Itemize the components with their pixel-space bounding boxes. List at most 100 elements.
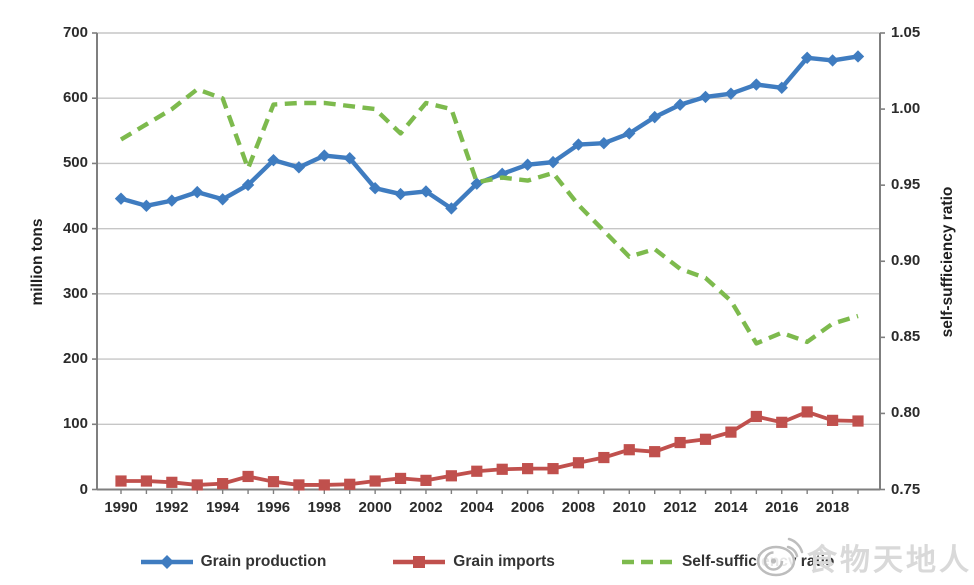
data-point-marker [776,416,788,428]
legend-label: Self-sufficiency ratio [681,553,835,570]
data-point-marker [445,470,457,482]
x-axis-tick-label: 2010 [612,499,646,516]
data-point-marker [775,81,788,94]
x-axis-tick-label: 2018 [815,499,850,516]
data-point-marker [216,193,229,206]
data-point-marker [318,479,330,491]
grain-production-swatch-icon [140,555,193,569]
data-point-marker [394,187,407,201]
left-axis-tick-label: 400 [62,219,88,237]
data-point-marker [191,185,204,199]
data-point-marker [826,54,839,67]
data-point-marker [522,463,534,475]
data-point-marker [572,457,585,469]
legend-item-grain-production: Grain production [140,553,327,571]
x-axis-tick-label: 1996 [256,499,291,516]
data-point-marker [598,451,610,464]
data-point-marker [419,185,433,198]
right-axis-tick-label: 0.75 [891,480,921,498]
data-point-marker [699,433,712,445]
data-point-marker [267,153,280,167]
data-point-marker [673,98,687,111]
data-point-marker [623,444,635,456]
self-sufficiency-ratio-swatch-icon [621,559,674,565]
data-point-marker [344,478,356,490]
left-axis-tick-label: 600 [62,89,88,107]
x-axis-tick-label: 2014 [714,499,748,516]
data-point-marker [801,406,813,418]
data-point-marker [750,78,763,91]
data-point-marker [369,475,381,487]
x-axis-tick-label: 2016 [765,499,799,516]
x-axis-tick-label: 1992 [155,499,189,516]
data-point-marker [293,479,305,491]
right-axis-tick-label: 1.00 [891,100,921,118]
data-point-marker [521,158,534,171]
x-axis-tick-label: 1994 [205,499,240,516]
data-point-marker [394,472,407,485]
legend-label: Grain imports [453,553,555,570]
x-axis-tick-label: 2006 [510,499,545,516]
right-axis-tick-label: 0.85 [891,328,921,346]
data-point-marker [597,137,611,150]
x-axis-tick-label: 1998 [307,499,341,516]
data-point-marker [114,192,128,205]
data-point-marker [368,182,382,195]
x-axis-tick-label: 2002 [409,499,443,516]
right-axis-tick-label: 1.05 [891,24,921,41]
x-axis-tick-label: 2012 [663,499,697,516]
data-point-marker [343,152,356,165]
data-point-marker [699,90,712,104]
series-line-grain-production [120,54,859,211]
data-point-marker [547,463,559,475]
grain-imports-swatch-icon [393,556,446,568]
right-axis-tick-label: 0.80 [891,404,921,422]
data-point-marker [750,410,762,423]
data-point-marker [445,202,458,215]
data-point-marker [115,475,127,487]
left-axis-tick-label: 200 [62,350,88,368]
data-point-marker [851,50,865,63]
data-point-marker [572,138,585,151]
data-point-marker [217,478,229,490]
data-point-marker [241,178,255,192]
data-point-marker [648,110,661,124]
data-point-marker [165,194,179,207]
left-axis-tick-label: 300 [62,284,88,302]
left-axis-tick-label: 100 [62,415,88,433]
data-point-marker [420,474,432,486]
series-line-grain-imports [121,409,859,487]
x-axis-tick-label: 2000 [358,499,392,516]
legend-item-grain-imports: Grain imports [392,553,555,571]
data-point-marker [724,87,738,100]
data-point-marker [674,436,686,449]
data-point-marker [471,465,483,477]
data-point-marker [725,426,737,438]
data-point-marker [140,199,153,213]
data-point-marker [267,476,280,488]
legend-item-self-sufficiency-ratio: Self-sufficiency ratio [621,553,834,571]
data-point-marker [470,177,483,190]
legend: Grain production Grain imports Self-suff… [0,553,974,571]
x-axis-tick-label: 2008 [561,499,596,516]
right-axis-tick-label: 0.90 [891,252,921,270]
data-point-marker [140,475,153,487]
data-point-marker [166,476,178,488]
left-axis-tick-label: 500 [62,154,88,172]
data-point-marker [623,127,636,140]
x-axis-tick-label: 1990 [104,499,138,516]
left-axis-tick-label: 700 [62,24,88,41]
data-point-marker [496,463,508,475]
data-point-marker [826,414,839,426]
data-point-marker [242,470,254,483]
left-axis-tick-label: 0 [79,480,88,498]
data-point-marker [318,149,331,162]
x-axis-tick-label: 2004 [460,499,494,516]
data-point-marker [852,415,864,427]
data-point-marker [546,155,560,169]
data-point-marker [649,446,661,458]
data-point-marker [292,161,306,174]
legend-label: Grain production [200,553,327,570]
data-point-marker [191,479,203,491]
